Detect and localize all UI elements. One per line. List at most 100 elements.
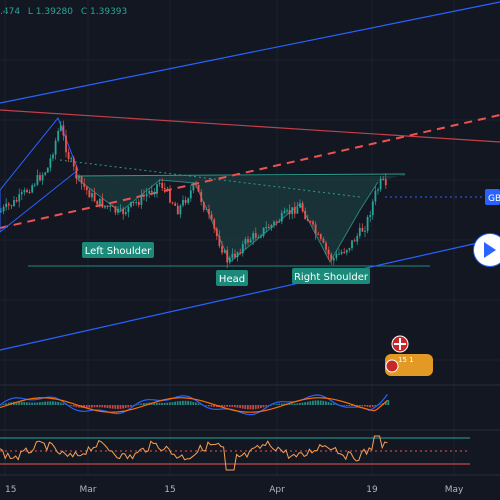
- candle-body: [127, 206, 130, 213]
- macd-bar: [257, 405, 260, 409]
- pattern-neckline: [74, 173, 406, 177]
- candle-body: [340, 251, 343, 254]
- ohlc-low: L 1.39280: [27, 7, 74, 17]
- candle-body: [208, 209, 210, 215]
- candle-body: [46, 167, 49, 173]
- macd-bar: [195, 402, 197, 405]
- macd-bar: [28, 402, 31, 405]
- macd-bar: [226, 405, 228, 407]
- candle-body: [247, 239, 249, 243]
- candle-body: [80, 176, 83, 184]
- candle-body: [148, 190, 151, 194]
- candle-body: [335, 253, 338, 259]
- candle-body: [101, 198, 104, 208]
- candle-body: [184, 199, 187, 203]
- macd-bar: [278, 403, 280, 405]
- macd-bar: [59, 402, 62, 405]
- macd-bar: [85, 405, 88, 408]
- candle-body: [10, 205, 13, 207]
- macd-bar: [23, 402, 26, 405]
- candle-body: [374, 190, 377, 202]
- candle-body: [200, 191, 203, 203]
- candle-body: [327, 249, 330, 255]
- macd-bar: [166, 402, 169, 405]
- macd-bar: [260, 405, 262, 409]
- candle-body: [351, 240, 353, 249]
- candle-body: [20, 192, 23, 195]
- candle-body: [36, 175, 39, 185]
- candle-body: [140, 194, 143, 205]
- flag-icon-cross: [394, 338, 406, 350]
- candle-body: [244, 239, 247, 245]
- macd-bar: [189, 401, 192, 405]
- candle-body: [278, 221, 281, 223]
- macd-bar: [205, 405, 208, 406]
- macd-bar: [374, 405, 377, 407]
- label-right-shoulder: Right Shoulder: [292, 268, 370, 284]
- candle-body: [166, 188, 169, 190]
- macd-bar: [54, 401, 57, 405]
- candle-body: [163, 187, 166, 189]
- macd-bar: [171, 402, 174, 405]
- macd-bar: [319, 400, 322, 405]
- event-badges[interactable]: 15 1: [385, 335, 433, 376]
- candle-body: [275, 221, 278, 223]
- macd-bar: [62, 403, 65, 405]
- macd-bar: [91, 405, 93, 408]
- candle-body: [384, 179, 387, 186]
- candle-body: [72, 158, 75, 167]
- candle-body: [78, 176, 80, 179]
- candle-body: [348, 248, 351, 250]
- candle-body: [291, 207, 294, 215]
- candle-body: [273, 221, 275, 226]
- macd-bar: [163, 402, 166, 405]
- channel-lower-line: [0, 237, 500, 351]
- candle-body: [145, 193, 148, 197]
- scroll-to-realtime-button[interactable]: [473, 233, 500, 267]
- candle-body: [33, 184, 36, 186]
- trend-lines[interactable]: [0, 1, 500, 351]
- macd-bar: [197, 403, 200, 405]
- candle-body: [109, 205, 112, 207]
- candle-body: [169, 189, 171, 203]
- macd-bar: [83, 405, 85, 408]
- macd-bar: [210, 405, 213, 407]
- macd-bar: [2, 404, 5, 405]
- candle-body: [215, 228, 218, 237]
- price-tag-text: GB: [488, 194, 500, 204]
- macd-bar: [208, 405, 210, 407]
- macd-bar: [236, 405, 239, 408]
- green-neck-line: [59, 159, 361, 198]
- candle-body: [356, 235, 359, 242]
- candle-body: [182, 199, 184, 206]
- macd-bar: [101, 405, 104, 408]
- candle-body: [130, 202, 132, 207]
- candle-body: [332, 258, 335, 261]
- macd-bar: [153, 402, 156, 405]
- macd-bar: [52, 401, 54, 405]
- candle-body: [226, 249, 229, 263]
- macd-bar: [114, 405, 117, 409]
- candle-body: [189, 190, 192, 199]
- candle-body: [296, 207, 299, 214]
- macd-bar: [176, 401, 179, 405]
- candle-body: [267, 227, 270, 229]
- candle-body: [213, 219, 216, 229]
- macd-bar: [291, 403, 293, 405]
- macd-bar: [124, 405, 127, 409]
- macd-bar: [262, 405, 265, 408]
- macd-bar: [364, 405, 366, 407]
- candle-body: [85, 186, 88, 191]
- candle-body: [377, 189, 379, 191]
- time-axis[interactable]: 15 Mar 15 Apr 19 May: [0, 474, 500, 495]
- candle-body: [124, 212, 127, 215]
- macd-bar: [304, 402, 306, 405]
- label-head: Head: [216, 270, 248, 286]
- macd-bar: [49, 401, 52, 405]
- candle-body: [260, 235, 262, 238]
- macd-bar: [174, 401, 176, 405]
- ohlc-close: C 1.39393: [80, 7, 128, 17]
- macd-bar: [98, 405, 101, 408]
- candle-body: [312, 221, 314, 225]
